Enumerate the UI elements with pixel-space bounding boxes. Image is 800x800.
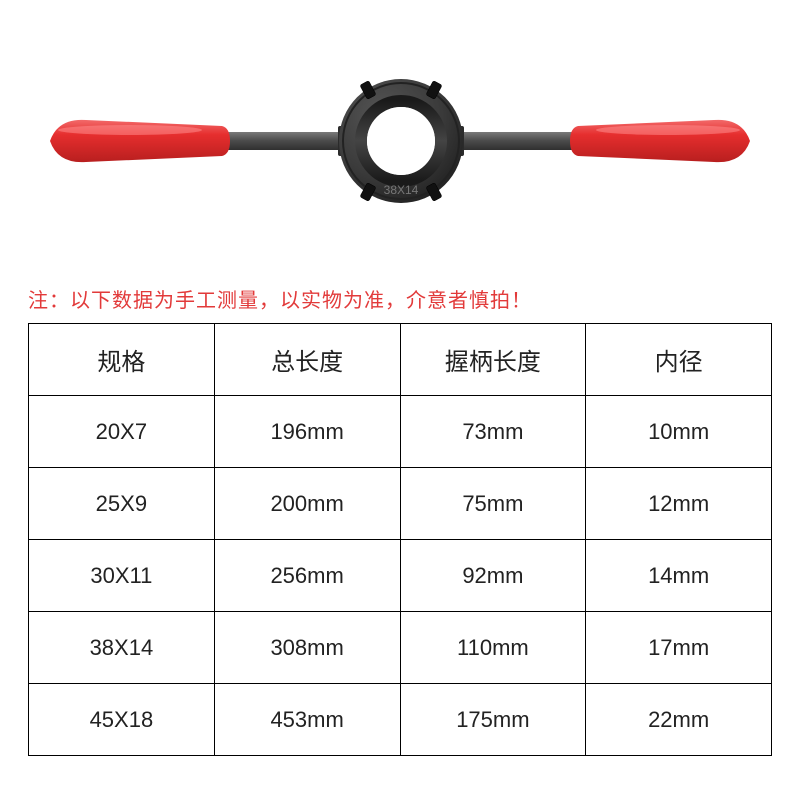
right-handle [570,120,750,162]
table-row: 20X7196mm73mm10mm [29,396,772,468]
table-cell: 12mm [586,468,772,540]
table-row: 38X14308mm110mm17mm [29,612,772,684]
table-cell: 14mm [586,540,772,612]
table-header-row: 规格 总长度 握柄长度 内径 [29,324,772,396]
measurement-note: 注：以下数据为手工测量，以实物为准，介意者慎拍！ [0,284,800,313]
col-spec: 规格 [29,324,215,396]
table-cell: 196mm [214,396,400,468]
col-grip-len: 握柄长度 [400,324,586,396]
col-inner-dia: 内径 [586,324,772,396]
col-total-len: 总长度 [214,324,400,396]
table-cell: 17mm [586,612,772,684]
table-cell: 73mm [400,396,586,468]
product-image: 38X14 [0,0,800,280]
table-cell: 110mm [400,612,586,684]
engraving-text: 38X14 [384,183,419,197]
table-row: 25X9200mm75mm12mm [29,468,772,540]
table-cell: 38X14 [29,612,215,684]
table-cell: 256mm [214,540,400,612]
table-cell: 30X11 [29,540,215,612]
table-cell: 92mm [400,540,586,612]
table-cell: 308mm [214,612,400,684]
table-cell: 25X9 [29,468,215,540]
left-handle [50,120,230,162]
table-cell: 75mm [400,468,586,540]
note-text: 注：以下数据为手工测量，以实物为准，介意者慎拍！ [28,290,532,312]
table-row: 30X11256mm92mm14mm [29,540,772,612]
table-cell: 200mm [214,468,400,540]
table-row: 45X18453mm175mm22mm [29,684,772,756]
table-cell: 20X7 [29,396,215,468]
spec-table: 规格 总长度 握柄长度 内径 20X7196mm73mm10mm25X9200m… [28,323,772,756]
die-stock-center: 38X14 [339,79,463,203]
table-cell: 453mm [214,684,400,756]
table-cell: 10mm [586,396,772,468]
table-cell: 45X18 [29,684,215,756]
table-cell: 22mm [586,684,772,756]
table-cell: 175mm [400,684,586,756]
